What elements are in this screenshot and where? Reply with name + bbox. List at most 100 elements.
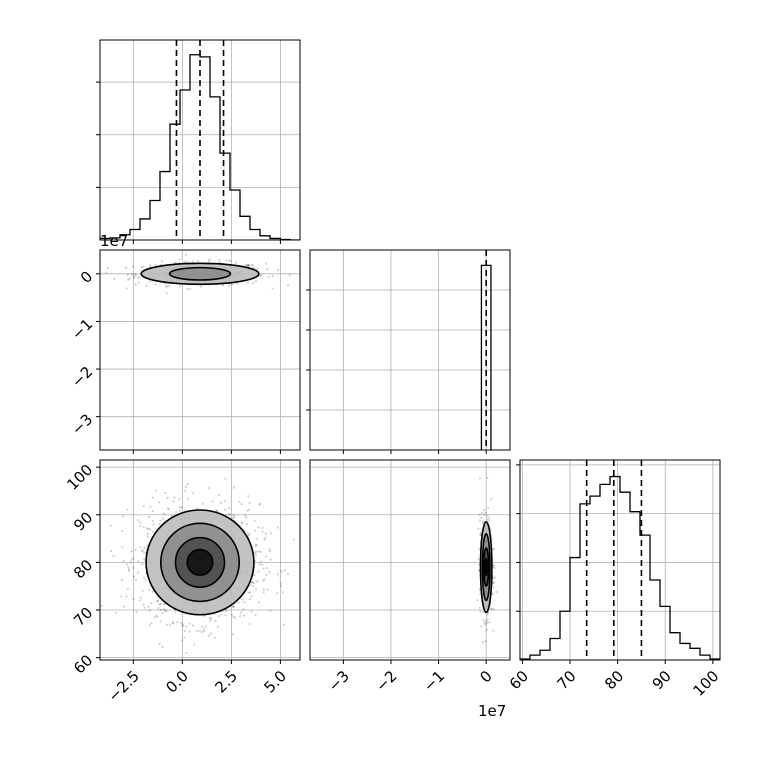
scatter-point: [193, 643, 196, 646]
scatter-point: [160, 260, 164, 263]
scatter-point: [170, 514, 173, 517]
scatter-point: [245, 522, 248, 526]
scatter-point: [153, 616, 156, 619]
scatter-point: [232, 606, 235, 609]
scatter-point: [191, 492, 195, 495]
scatter-point: [178, 258, 181, 261]
scatter-point: [233, 516, 236, 519]
scatter-point: [166, 507, 169, 510]
scatter-point: [202, 628, 205, 631]
scatter-point: [217, 493, 221, 497]
scatter-point: [216, 625, 220, 628]
scatter-point: [495, 590, 498, 594]
scatter-point: [132, 557, 135, 560]
scatter-point: [246, 264, 249, 267]
scatter-point: [188, 622, 191, 625]
scatter-point: [161, 645, 164, 648]
scatter-point: [159, 603, 162, 606]
scatter-point: [227, 259, 231, 262]
density-level: [187, 549, 213, 576]
scatter-point: [241, 598, 244, 601]
scatter-point: [219, 501, 222, 504]
scatter-point: [230, 283, 234, 286]
scatter-point: [155, 614, 158, 617]
scatter-point: [479, 533, 482, 536]
scatter-point: [165, 284, 168, 288]
scatter-point: [486, 518, 489, 521]
scatter-point: [232, 486, 236, 489]
scatter-point: [188, 287, 192, 291]
scatter-point: [105, 271, 108, 274]
scatter-point: [269, 609, 272, 612]
panel-frame: [99, 39, 301, 241]
scatter-point: [137, 276, 140, 280]
scatter-point: [256, 580, 259, 583]
scatter-point: [485, 628, 488, 632]
scatter-point: [183, 629, 186, 632]
scatter-point: [150, 602, 153, 605]
scatter-point: [286, 572, 290, 576]
scatter-point: [248, 598, 252, 601]
y-tick-label: 100: [63, 461, 96, 494]
scatter-point: [137, 519, 140, 522]
scatter-point: [271, 274, 274, 278]
scatter-point: [257, 550, 260, 553]
scatter-point: [134, 283, 137, 286]
scatter-point: [112, 554, 115, 557]
x-tick-label: 0.0: [162, 667, 192, 697]
scatter-point: [484, 511, 487, 515]
scatter-point: [482, 611, 485, 614]
y-tick-label: 80: [70, 556, 96, 582]
scatter-point: [254, 554, 258, 557]
scatter-point: [251, 281, 255, 285]
scatter-point: [259, 274, 263, 277]
x-tick-label: 5.0: [260, 667, 290, 697]
scatter-point: [186, 483, 189, 486]
scatter-point: [251, 581, 254, 584]
scatter-point: [492, 586, 495, 589]
scatter-point: [172, 500, 175, 503]
scatter-point: [486, 519, 490, 523]
scatter-point: [218, 258, 221, 262]
scatter-point: [123, 605, 126, 608]
scatter-point: [134, 578, 138, 581]
scatter-point: [266, 566, 269, 570]
scatter-point: [246, 531, 249, 534]
scatter-point: [130, 273, 134, 276]
scatter-point: [259, 550, 262, 553]
scatter-point: [184, 253, 187, 257]
scatter-point: [265, 573, 268, 576]
scatter-point: [250, 594, 253, 598]
scatter-point: [152, 530, 155, 533]
scatter-point: [129, 561, 132, 564]
scatter-point: [109, 549, 113, 553]
scatter-point: [130, 558, 133, 561]
scatter-point: [141, 550, 144, 553]
scatter-point: [163, 608, 166, 611]
scatter-point: [268, 548, 271, 551]
scatter-point: [262, 579, 265, 582]
scatter-point: [130, 550, 133, 553]
scatter-point: [178, 509, 181, 512]
y-tick-label: 60: [70, 651, 96, 677]
scatter-point: [477, 527, 480, 530]
scatter-point: [164, 491, 167, 495]
data-layer: [100, 40, 720, 660]
scatter-point: [223, 499, 226, 502]
scatter-point: [125, 595, 128, 598]
scatter-point: [276, 592, 279, 595]
scatter-point: [247, 495, 250, 498]
scatter-point: [121, 546, 124, 549]
scatter-point: [157, 501, 161, 504]
scatter-point: [258, 502, 262, 506]
scatter-point: [240, 521, 244, 524]
scatter-point: [196, 507, 199, 510]
scatter-point: [143, 558, 146, 561]
scatter-point: [486, 613, 489, 616]
panel-frame: [99, 249, 301, 451]
scatter-point: [141, 563, 144, 566]
scatter-point: [233, 616, 236, 619]
scatter-point: [207, 259, 210, 262]
scatter-point: [154, 283, 157, 286]
scatter-point: [132, 575, 136, 578]
